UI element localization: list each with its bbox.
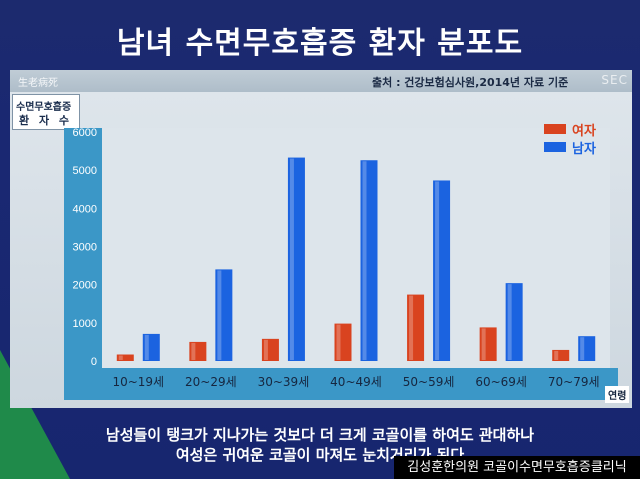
- bar-female: [552, 349, 570, 361]
- x-tick-label: 10~19세: [112, 375, 164, 389]
- bar-highlight: [580, 337, 585, 360]
- x-tick-label: 30~39세: [258, 375, 310, 389]
- x-tick-label: 70~79세: [548, 375, 600, 389]
- bar-female: [407, 294, 425, 361]
- y-tick-label: 4000: [73, 203, 97, 215]
- y-tick-label: 3000: [73, 242, 97, 254]
- source-note: 출처 : 건강보험심사원,2014년 자료 기준: [372, 76, 569, 89]
- clinic-watermark: 김성훈한의원 코골이수면무호흡증클리닉: [394, 456, 640, 479]
- bar-male: [287, 157, 305, 361]
- legend-swatch-male: [544, 142, 566, 152]
- y-axis-label-line2: 환 자 수: [19, 114, 73, 127]
- x-axis-band: [64, 368, 618, 400]
- brand-label: 生老病死: [18, 78, 58, 89]
- bar-highlight: [435, 181, 440, 360]
- bar-highlight: [263, 339, 268, 360]
- bar-male: [505, 283, 523, 361]
- x-tick-label: 20~29세: [185, 375, 237, 389]
- bar-highlight: [144, 334, 149, 360]
- legend-swatch-female: [544, 124, 566, 134]
- y-tick-label: 0: [91, 356, 97, 368]
- bar-highlight: [289, 158, 294, 360]
- bar-highlight: [507, 284, 512, 360]
- bar-highlight: [409, 295, 414, 360]
- y-tick-label: 5000: [73, 165, 97, 177]
- chart-panel: 生老病死 출처 : 건강보험심사원,2014년 자료 기준 SEC 수면무호흡증…: [10, 70, 632, 408]
- bar-chart: 0 1000 2000 3000 4000 5000 6000 10~19세 20~29세 30~…: [73, 127, 600, 389]
- y-tick-label: 2000: [73, 280, 97, 292]
- plot-area: [102, 128, 610, 368]
- bar-female: [116, 354, 134, 361]
- bar-highlight: [217, 270, 222, 360]
- bar-highlight: [191, 342, 196, 360]
- bar-male: [215, 269, 233, 361]
- corner-logo-text: SEC: [601, 73, 628, 87]
- caption-line-1: 남성들이 탱크가 지나가는 것보다 더 크게 코골이를 하여도 관대하나: [105, 426, 535, 444]
- bar-highlight: [118, 355, 123, 360]
- y-tick-label: 1000: [73, 318, 97, 330]
- bar-highlight: [481, 328, 486, 360]
- caption-line-2: 여성은 귀여운 코골이 마져도 눈치거리가 된다: [175, 446, 465, 464]
- panel-header-strip: 生老病死 출처 : 건강보험심사원,2014년 자료 기준 SEC: [10, 70, 632, 92]
- x-tick-label: 40~49세: [330, 375, 382, 389]
- legend-label-female: 여자: [572, 124, 596, 139]
- x-tick-label: 60~69세: [475, 375, 527, 389]
- y-axis-label-box: 수면무호흡증 환 자 수: [12, 94, 80, 130]
- bar-highlight: [554, 350, 559, 360]
- bar-highlight: [336, 324, 341, 360]
- bar-female: [261, 338, 279, 361]
- legend-label-male: 남자: [572, 142, 596, 157]
- y-tick-label: 6000: [73, 127, 97, 139]
- bar-male: [433, 180, 451, 361]
- bar-female: [189, 341, 207, 361]
- bar-male: [360, 160, 378, 361]
- page-title: 남녀 수면무호흡증 환자 분포도: [116, 26, 524, 61]
- bar-female: [334, 323, 352, 361]
- x-tick-label: 50~59세: [403, 375, 455, 389]
- bar-highlight: [362, 161, 367, 360]
- bar-male: [142, 333, 160, 361]
- y-axis-band: [64, 128, 102, 368]
- bar-female: [479, 327, 497, 361]
- x-axis-unit-label: 연령: [605, 386, 630, 403]
- bar-male: [578, 336, 596, 361]
- y-axis-label-line1: 수면무호흡증: [16, 102, 72, 113]
